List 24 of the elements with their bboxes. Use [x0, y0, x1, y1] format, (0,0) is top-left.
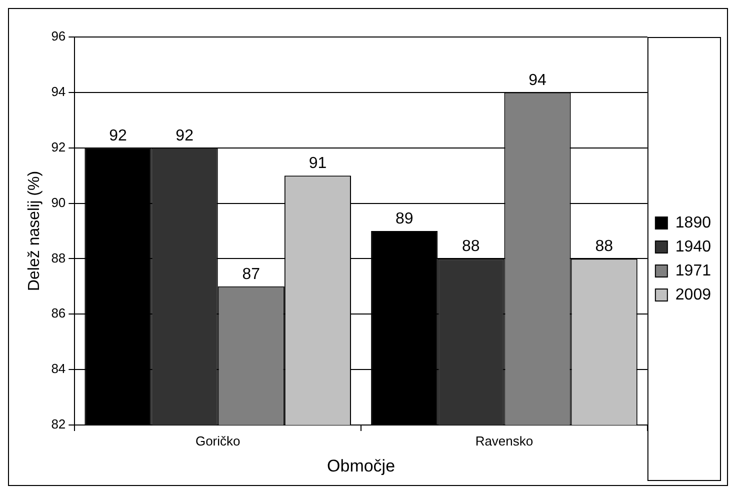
legend-label: 1940	[675, 238, 712, 256]
y-tick-label: 92	[51, 139, 66, 154]
y-tick-label: 96	[51, 28, 66, 44]
y-tick-label: 82	[51, 416, 66, 432]
data-label: 92	[109, 127, 127, 144]
data-label: 88	[595, 238, 614, 256]
data-label: 91	[308, 154, 327, 172]
y-tick-label: 90	[51, 194, 66, 210]
data-label: 92	[176, 127, 194, 144]
data-label: 87	[242, 266, 260, 283]
y-tick-label: 86	[51, 306, 66, 321]
data-label: 94	[528, 72, 547, 89]
x-tick-label: Goričko	[195, 433, 240, 448]
data-label: 89	[395, 210, 414, 228]
legend-label: 1971	[675, 262, 712, 280]
y-axis-title: Delež naselij (%)	[26, 170, 44, 292]
data-label: 88	[462, 238, 480, 256]
legend-label: 1890	[675, 214, 712, 232]
legend-label: 2009	[675, 286, 712, 304]
y-tick-label: 88	[51, 250, 66, 266]
x-tick-label: Ravensko	[475, 433, 534, 448]
y-tick-label: 84	[51, 361, 66, 376]
x-axis-title: Območje	[327, 456, 396, 476]
y-tick-label: 94	[51, 84, 66, 100]
